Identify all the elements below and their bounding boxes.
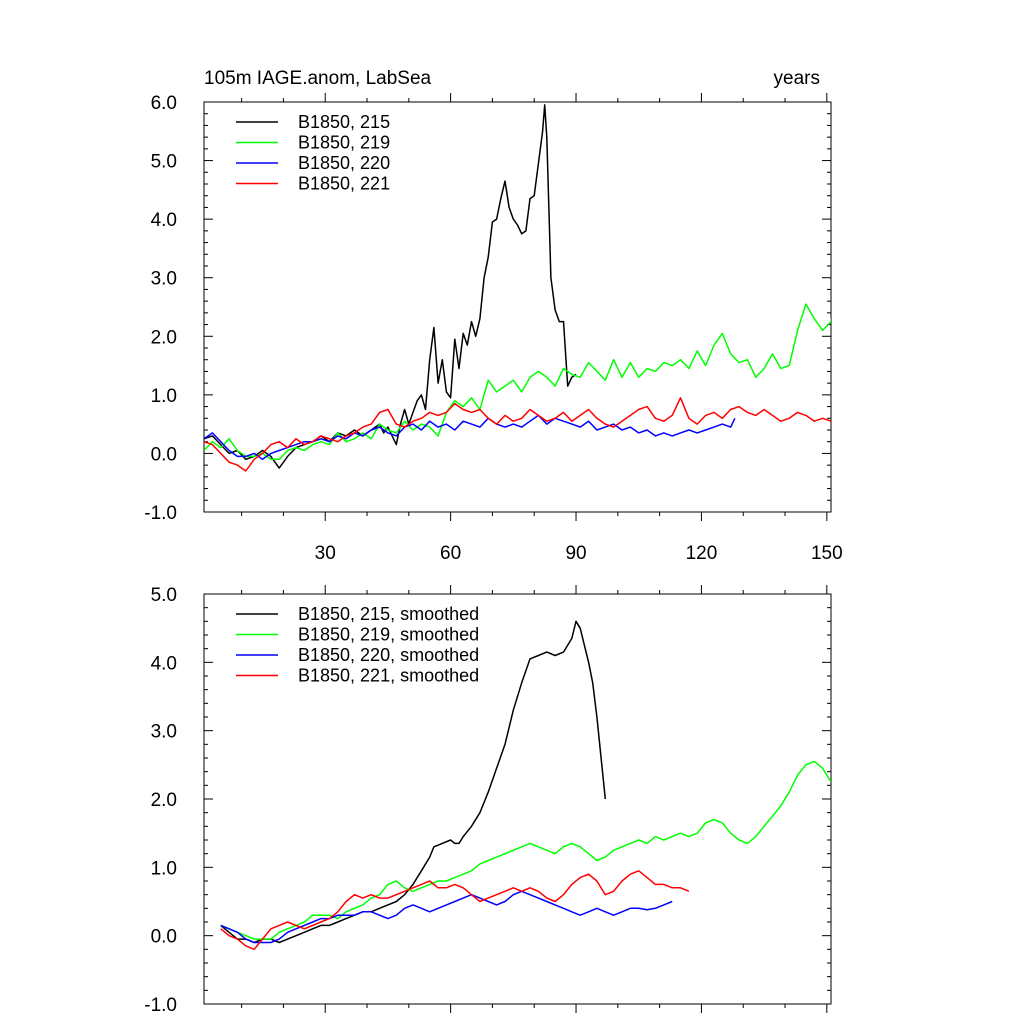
y-tick-label: 2.0 — [151, 327, 177, 348]
x-tick-label: 90 — [565, 543, 586, 564]
x-tick-label: 30 — [315, 543, 336, 564]
legend-label: B1850, 219, smoothed — [298, 625, 479, 645]
x-tick-label: 60 — [440, 543, 461, 564]
y-tick-label: 1.0 — [151, 386, 177, 407]
x-tick-label: 120 — [686, 543, 718, 564]
series-line — [204, 397, 831, 472]
y-tick-label: 3.0 — [151, 722, 177, 743]
chart-panel-bottom: -1.0 0.0 1.0 2.0 3.0 4.0 5.0 B1850, 215, smooth… — [144, 585, 832, 1016]
legend-label: B1850, 220, smoothed — [298, 645, 479, 665]
legend-label: B1850, 221, smoothed — [298, 666, 479, 686]
chart-right-title: years — [774, 68, 820, 89]
y-tick-label: 0.0 — [151, 927, 177, 948]
series-line — [204, 414, 736, 461]
series-line — [204, 303, 831, 461]
legend-label: B1850, 215, smoothed — [298, 604, 479, 624]
y-tick-label: -1.0 — [144, 995, 177, 1016]
series-line — [220, 760, 831, 940]
y-tick-label: -1.0 — [144, 503, 177, 524]
y-tick-label: 6.0 — [151, 93, 177, 114]
legend-label: B1850, 219 — [298, 133, 390, 153]
y-tick-label: 5.0 — [151, 585, 177, 606]
x-tick-label: 150 — [811, 543, 843, 564]
y-tick-label: 0.0 — [151, 444, 177, 465]
plot-frame — [203, 101, 832, 513]
y-tick-label: 4.0 — [151, 210, 177, 231]
legend-label: B1850, 215 — [298, 112, 390, 132]
legend-label: B1850, 221 — [298, 174, 390, 194]
series-line — [220, 890, 673, 944]
series-line — [220, 620, 607, 944]
legend-label: B1850, 220 — [298, 153, 390, 173]
y-tick-label: 2.0 — [151, 790, 177, 811]
series-line — [220, 870, 690, 951]
series-line — [204, 104, 577, 469]
y-tick-label: 5.0 — [151, 152, 177, 173]
y-tick-label: 4.0 — [151, 653, 177, 674]
y-tick-label: 1.0 — [151, 858, 177, 879]
chart-panel-top: -1.0 0.0 1.0 2.0 3.0 4.0 5.0 6.0 30 60 90 120 150 105… — [144, 68, 843, 564]
y-tick-label: 3.0 — [151, 269, 177, 290]
chart-title: 105m IAGE.anom, LabSea — [204, 68, 432, 89]
